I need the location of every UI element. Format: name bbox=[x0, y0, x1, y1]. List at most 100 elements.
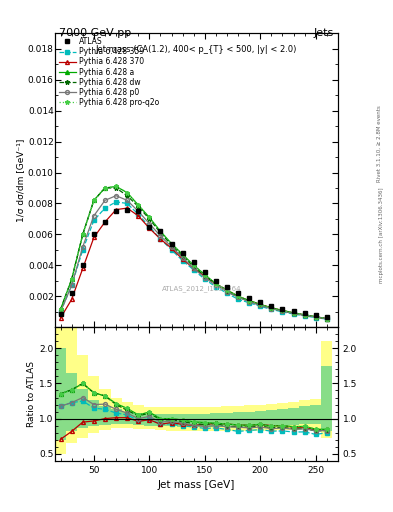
X-axis label: Jet mass [GeV]: Jet mass [GeV] bbox=[158, 480, 235, 490]
Pythia 6.428 359 bbox=[125, 200, 130, 206]
Pythia 6.428 a bbox=[291, 310, 296, 316]
Pythia 6.428 a bbox=[58, 306, 63, 312]
Pythia 6.428 pro-q2o bbox=[269, 305, 274, 311]
Pythia 6.428 370 bbox=[125, 205, 130, 211]
Pythia 6.428 p0 bbox=[58, 309, 63, 315]
Pythia 6.428 a bbox=[302, 312, 307, 318]
Text: mcplots.cern.ch [arXiv:1306.3436]: mcplots.cern.ch [arXiv:1306.3436] bbox=[380, 188, 384, 283]
Pythia 6.428 370 bbox=[136, 213, 141, 219]
Pythia 6.428 a bbox=[114, 183, 118, 189]
Pythia 6.428 p0 bbox=[92, 213, 96, 219]
Pythia 6.428 p0 bbox=[180, 254, 185, 261]
ATLAS bbox=[92, 231, 96, 238]
ATLAS bbox=[269, 303, 274, 309]
Pythia 6.428 dw bbox=[236, 294, 241, 300]
Pythia 6.428 p0 bbox=[325, 316, 329, 322]
ATLAS bbox=[58, 311, 63, 317]
Pythia 6.428 370 bbox=[147, 225, 152, 231]
Pythia 6.428 370 bbox=[302, 312, 307, 318]
Pythia 6.428 359 bbox=[58, 309, 63, 315]
Pythia 6.428 359 bbox=[258, 303, 263, 309]
ATLAS bbox=[169, 241, 174, 247]
Pythia 6.428 p0 bbox=[258, 302, 263, 308]
Pythia 6.428 dw bbox=[136, 203, 141, 209]
Pythia 6.428 359 bbox=[269, 306, 274, 312]
Pythia 6.428 pro-q2o bbox=[213, 281, 218, 287]
ATLAS bbox=[225, 284, 230, 290]
Pythia 6.428 dw bbox=[103, 185, 107, 191]
Pythia 6.428 p0 bbox=[269, 306, 274, 312]
Pythia 6.428 pro-q2o bbox=[291, 310, 296, 316]
Pythia 6.428 a bbox=[314, 314, 318, 320]
Text: Rivet 3.1.10, ≥ 2.8M events: Rivet 3.1.10, ≥ 2.8M events bbox=[377, 105, 382, 182]
Pythia 6.428 pro-q2o bbox=[325, 315, 329, 322]
ATLAS bbox=[236, 290, 241, 296]
ATLAS bbox=[325, 314, 329, 320]
Pythia 6.428 359 bbox=[202, 276, 207, 282]
Pythia 6.428 dw bbox=[258, 302, 263, 308]
Pythia 6.428 359 bbox=[136, 211, 141, 218]
Pythia 6.428 a bbox=[258, 302, 263, 308]
Pythia 6.428 p0 bbox=[280, 308, 285, 314]
Pythia 6.428 pro-q2o bbox=[136, 202, 141, 208]
Pythia 6.428 359 bbox=[314, 314, 318, 321]
Pythia 6.428 p0 bbox=[291, 310, 296, 316]
Pythia 6.428 370 bbox=[247, 297, 252, 304]
Pythia 6.428 dw bbox=[302, 312, 307, 318]
Pythia 6.428 dw bbox=[81, 231, 85, 238]
Pythia 6.428 dw bbox=[158, 230, 163, 236]
Pythia 6.428 p0 bbox=[225, 289, 230, 295]
Pythia 6.428 359 bbox=[147, 224, 152, 230]
Pythia 6.428 pro-q2o bbox=[302, 312, 307, 318]
Pythia 6.428 pro-q2o bbox=[103, 185, 107, 191]
Pythia 6.428 370 bbox=[325, 315, 329, 322]
Pythia 6.428 359 bbox=[114, 199, 118, 205]
Pythia 6.428 pro-q2o bbox=[247, 297, 252, 304]
Pythia 6.428 pro-q2o bbox=[180, 251, 185, 258]
Line: ATLAS: ATLAS bbox=[58, 207, 329, 319]
Pythia 6.428 359 bbox=[213, 284, 218, 290]
Pythia 6.428 pro-q2o bbox=[147, 215, 152, 221]
ATLAS bbox=[213, 278, 218, 284]
Pythia 6.428 a bbox=[225, 287, 230, 293]
ATLAS bbox=[81, 262, 85, 268]
Pythia 6.428 359 bbox=[325, 316, 329, 322]
Pythia 6.428 370 bbox=[81, 265, 85, 271]
Pythia 6.428 a bbox=[191, 262, 196, 268]
Pythia 6.428 359 bbox=[103, 205, 107, 211]
Pythia 6.428 dw bbox=[225, 289, 230, 295]
Pythia 6.428 a bbox=[103, 185, 107, 191]
ATLAS bbox=[136, 208, 141, 214]
Y-axis label: 1/σ dσ/dm [GeV⁻¹]: 1/σ dσ/dm [GeV⁻¹] bbox=[16, 139, 25, 222]
Pythia 6.428 a bbox=[69, 276, 74, 282]
Pythia 6.428 a bbox=[147, 215, 152, 221]
Pythia 6.428 dw bbox=[169, 242, 174, 248]
Pythia 6.428 pro-q2o bbox=[69, 276, 74, 282]
ATLAS bbox=[191, 259, 196, 265]
Pythia 6.428 370 bbox=[258, 302, 263, 308]
Pythia 6.428 dw bbox=[280, 308, 285, 314]
ATLAS bbox=[158, 228, 163, 234]
Pythia 6.428 370 bbox=[69, 296, 74, 303]
Pythia 6.428 p0 bbox=[103, 197, 107, 203]
Pythia 6.428 dw bbox=[269, 305, 274, 311]
Pythia 6.428 pro-q2o bbox=[114, 183, 118, 189]
Pythia 6.428 a bbox=[213, 281, 218, 287]
Pythia 6.428 370 bbox=[202, 273, 207, 279]
Pythia 6.428 p0 bbox=[213, 282, 218, 288]
Pythia 6.428 dw bbox=[69, 276, 74, 282]
Pythia 6.428 p0 bbox=[314, 314, 318, 320]
Pythia 6.428 dw bbox=[92, 197, 96, 203]
Pythia 6.428 370 bbox=[269, 305, 274, 311]
Pythia 6.428 370 bbox=[191, 265, 196, 271]
Pythia 6.428 dw bbox=[191, 264, 196, 270]
Pythia 6.428 359 bbox=[92, 218, 96, 224]
Pythia 6.428 370 bbox=[314, 314, 318, 320]
Pythia 6.428 359 bbox=[191, 267, 196, 273]
Pythia 6.428 p0 bbox=[302, 312, 307, 318]
Pythia 6.428 a bbox=[92, 197, 96, 203]
Pythia 6.428 p0 bbox=[125, 197, 130, 203]
Pythia 6.428 p0 bbox=[236, 294, 241, 301]
Pythia 6.428 pro-q2o bbox=[191, 262, 196, 268]
Pythia 6.428 a bbox=[136, 202, 141, 208]
